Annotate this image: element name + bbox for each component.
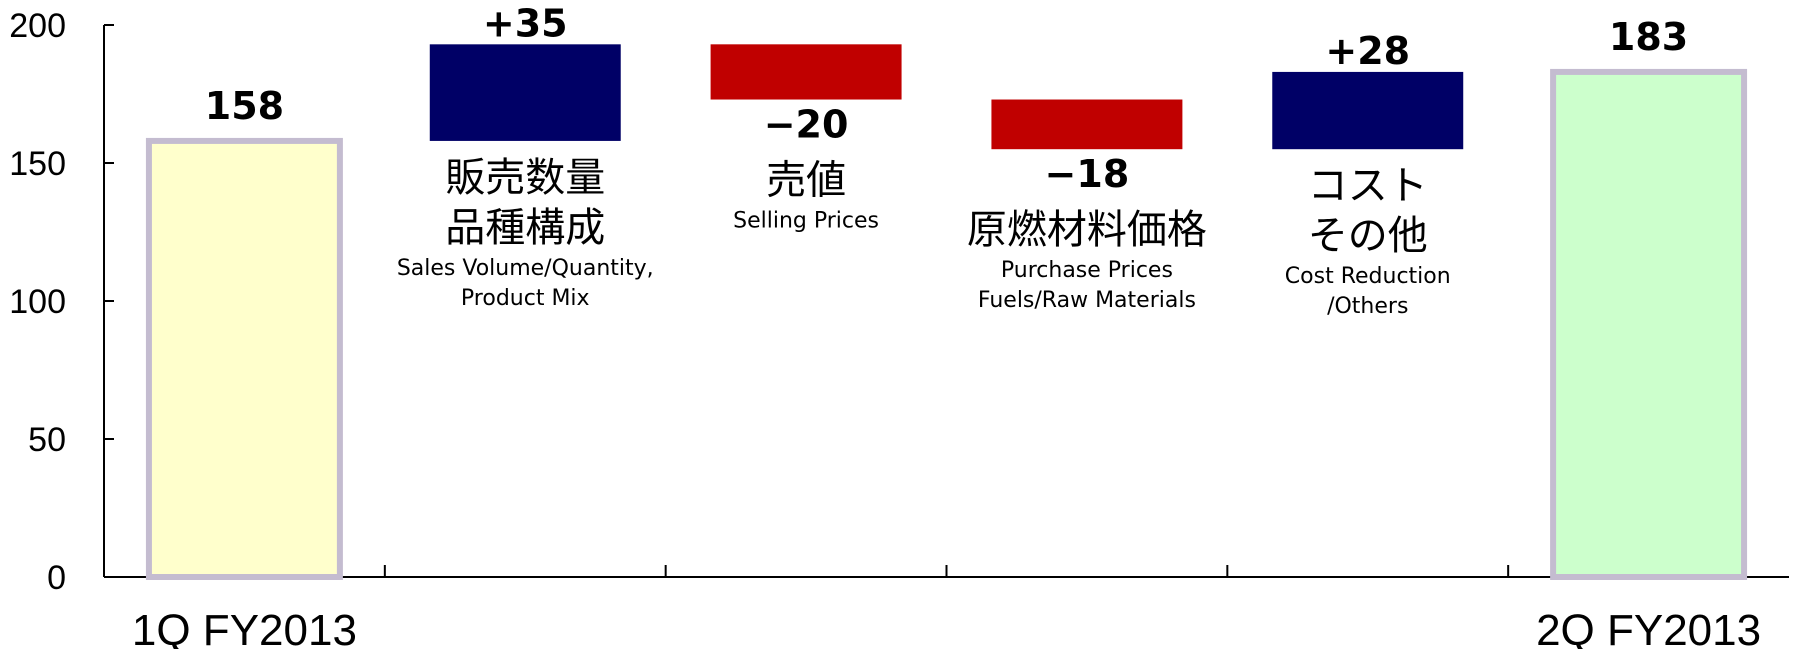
delta-bar [710, 44, 902, 100]
step-name-en: Purchase Prices [1001, 258, 1173, 283]
bars [145, 44, 1748, 580]
bar-value-label: 158 [205, 84, 284, 128]
step-name-en: Fuels/Raw Materials [978, 288, 1196, 313]
step-name-jp: 品種構成 [445, 205, 605, 251]
step-name-jp: 販売数量 [445, 155, 605, 201]
y-tick-label: 200 [9, 7, 66, 45]
bar-value-label: +28 [1325, 29, 1410, 73]
bar-value-label: −18 [1045, 152, 1130, 196]
step-name-en: Cost Reduction [1285, 264, 1451, 289]
delta-bar [991, 99, 1183, 150]
category-label: 2Q FY2013 [1536, 606, 1761, 649]
total-bar [145, 137, 343, 580]
y-tick-label: 50 [28, 421, 66, 459]
step-name-jp: 原燃材料価格 [967, 207, 1207, 253]
step-name-en: Product Mix [461, 286, 590, 311]
total-bar [1550, 68, 1748, 580]
bar-value-label: −20 [764, 103, 849, 147]
step-name-en: Selling Prices [733, 209, 879, 234]
delta-bar [1272, 71, 1464, 150]
step-name-jp: 売値 [766, 158, 846, 204]
axes: 0 50 100 150 200 [9, 7, 1789, 597]
y-tick-label: 100 [9, 283, 66, 321]
delta-bar [429, 44, 621, 141]
bar-value-label: 183 [1609, 15, 1688, 59]
y-tick-label: 150 [9, 145, 66, 183]
step-name-en: Sales Volume/Quantity, [397, 256, 654, 281]
step-name-jp: コスト [1308, 163, 1428, 209]
step-name-jp: その他 [1308, 213, 1428, 259]
category-label: 1Q FY2013 [132, 606, 357, 649]
y-tick-label: 0 [47, 559, 66, 597]
bar-value-label: +35 [483, 1, 568, 45]
step-name-en: /Others [1327, 294, 1408, 319]
